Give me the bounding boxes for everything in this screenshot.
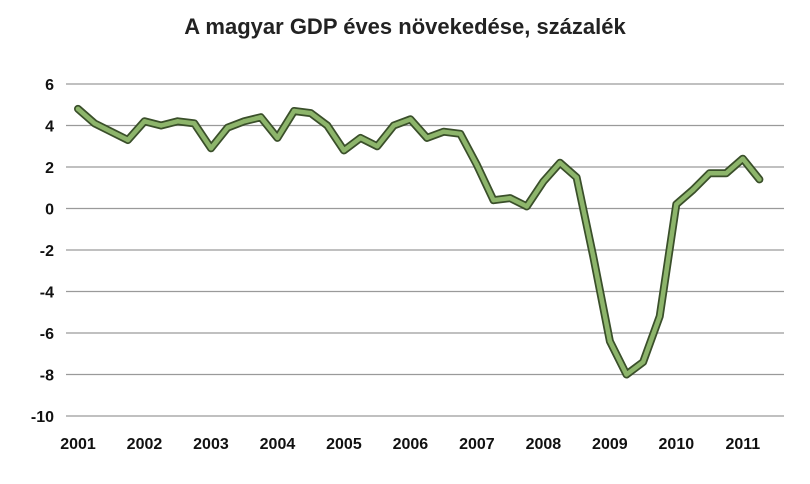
x-tick-label: 2011 <box>725 436 760 453</box>
data-point <box>75 106 81 112</box>
x-tick-label: 2008 <box>526 436 562 453</box>
data-point <box>491 198 496 203</box>
data-point <box>341 148 347 153</box>
data-point <box>208 146 214 151</box>
data-point <box>557 160 563 166</box>
data-point <box>242 119 247 124</box>
x-tick-label: 2004 <box>260 436 296 453</box>
data-point <box>391 123 396 128</box>
x-tick-label: 2009 <box>592 436 628 453</box>
data-point <box>424 135 430 141</box>
data-point <box>757 177 762 182</box>
y-tick-label: -8 <box>40 368 54 385</box>
chart-title: A magyar GDP éves növekedése, százalék <box>184 14 626 39</box>
data-point <box>640 359 646 365</box>
y-tick-label: -4 <box>40 285 54 302</box>
data-point <box>175 119 180 124</box>
data-point <box>458 131 463 136</box>
data-point <box>507 195 513 201</box>
y-tick-label: -2 <box>40 243 54 260</box>
data-point <box>142 119 147 124</box>
data-point <box>325 123 330 128</box>
data-point <box>474 162 480 168</box>
x-tick-label: 2003 <box>193 436 229 453</box>
data-point <box>723 171 729 176</box>
data-point <box>291 108 297 114</box>
x-tick-label: 2006 <box>393 436 429 453</box>
data-point <box>358 135 363 141</box>
data-point <box>707 171 712 176</box>
data-point <box>92 121 97 126</box>
y-tick-label: -6 <box>40 326 54 343</box>
y-tick-label: 6 <box>45 77 54 94</box>
x-axis-ticks: 2001 2002 2003 2004 2005 2006 2007 2008 2009 2010… <box>60 436 760 453</box>
data-point <box>624 372 629 377</box>
x-tick-label: 2002 <box>127 436 163 453</box>
series-line <box>75 106 762 377</box>
y-tick-label: 0 <box>45 202 54 219</box>
data-point <box>408 117 413 122</box>
data-point <box>125 137 131 143</box>
data-point <box>192 121 197 126</box>
x-tick-label: 2007 <box>459 436 495 453</box>
data-point <box>158 123 164 128</box>
grid-lines <box>66 83 784 417</box>
y-axis-ticks: 6 4 2 0 -2 -4 -6 -8 -10 <box>31 77 54 426</box>
x-tick-label: 2010 <box>659 436 695 453</box>
data-point <box>225 125 230 130</box>
data-point <box>541 179 546 184</box>
x-tick-label: 2005 <box>326 436 362 453</box>
data-point <box>674 202 679 207</box>
y-tick-label: 2 <box>45 160 54 177</box>
data-point <box>308 110 313 116</box>
data-point <box>690 187 696 193</box>
series-group <box>74 104 764 379</box>
data-point <box>591 254 596 259</box>
data-point <box>657 314 662 319</box>
x-tick-label: 2001 <box>60 436 96 453</box>
data-point <box>109 129 114 134</box>
data-point <box>574 175 579 180</box>
data-point <box>524 204 529 209</box>
data-point <box>441 129 446 134</box>
y-tick-label: -10 <box>31 409 54 426</box>
series-line-outline <box>74 104 764 379</box>
y-tick-label: 4 <box>45 119 54 136</box>
data-point <box>607 339 613 344</box>
data-point <box>374 144 380 149</box>
data-point <box>740 156 746 161</box>
data-point <box>275 135 280 141</box>
data-point <box>258 115 264 120</box>
